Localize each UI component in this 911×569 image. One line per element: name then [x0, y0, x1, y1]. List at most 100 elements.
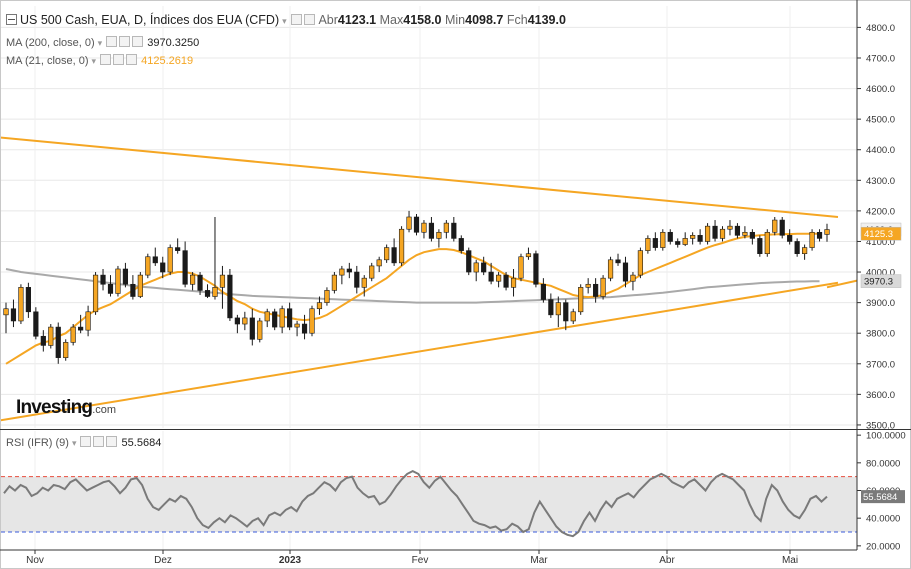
- candle: [301, 314, 308, 340]
- chevron-down-icon[interactable]: ▾: [91, 56, 97, 66]
- candle: [667, 229, 673, 245]
- rsi-band: [1, 476, 857, 533]
- candle-body: [809, 231, 815, 248]
- candle: [607, 256, 614, 282]
- visibility-icon[interactable]: [119, 36, 131, 47]
- collapse-icon[interactable]: [6, 14, 17, 25]
- candle-body: [10, 308, 17, 322]
- ma21-value: 4125.2619: [141, 55, 194, 67]
- settings-icon[interactable]: [106, 36, 118, 47]
- candle: [727, 220, 733, 236]
- candle-body: [436, 231, 442, 239]
- rsi-y-tick-label: 80.0000: [866, 458, 900, 469]
- candle-body: [600, 277, 606, 297]
- candle-body: [772, 219, 778, 233]
- y-tick-label: 4300.0: [866, 176, 895, 187]
- candle-body: [712, 225, 718, 239]
- candle-body: [18, 287, 24, 322]
- price-tag: 3970.3: [860, 274, 902, 288]
- candle: [369, 262, 375, 282]
- visibility-icon[interactable]: [303, 14, 315, 25]
- candle-body: [361, 277, 367, 288]
- x-tick-label: Fev: [412, 555, 429, 566]
- settings-icon[interactable]: [80, 436, 92, 447]
- main-grid: [1, 6, 857, 428]
- candle-body: [160, 262, 166, 273]
- candle-body: [167, 247, 173, 273]
- close-icon[interactable]: [126, 54, 138, 65]
- min-label: Min: [444, 13, 466, 27]
- candle-body: [667, 231, 673, 242]
- candle-body: [294, 323, 300, 328]
- rsi-last-tag-box: [861, 490, 905, 504]
- y-tick-label: 4500.0: [866, 115, 895, 126]
- price-tag: 4125.3: [860, 226, 902, 241]
- candle: [458, 235, 464, 254]
- candle: [742, 226, 748, 239]
- x-tick-label: Abr: [659, 555, 675, 566]
- candle: [563, 299, 569, 331]
- trendline-extension: [826, 279, 858, 289]
- close-icon[interactable]: [106, 436, 118, 447]
- candle: [451, 217, 457, 242]
- candle-body: [630, 274, 636, 282]
- main-legend: US 500 Cash, EUA, D, Índices dos EUA (CF…: [6, 13, 566, 27]
- investing-logo: Investing.com: [16, 397, 116, 419]
- candle-body: [212, 287, 218, 297]
- close-icon[interactable]: [132, 36, 144, 47]
- candle: [645, 235, 651, 254]
- candle-body: [510, 277, 517, 288]
- candle-body: [130, 283, 136, 297]
- candle-body: [525, 253, 532, 258]
- candle-body: [682, 238, 688, 245]
- candle: [734, 223, 741, 239]
- visibility-icon[interactable]: [113, 54, 125, 65]
- candle-body: [63, 342, 69, 358]
- candle: [130, 275, 136, 300]
- candle: [816, 229, 823, 242]
- settings-icon[interactable]: [290, 14, 302, 25]
- rsi-legend: RSI (IFR) (9) ▾ 55.5684: [6, 436, 161, 449]
- candle-body: [503, 274, 509, 288]
- candle-body: [428, 222, 435, 239]
- candle-body: [100, 274, 106, 285]
- candle: [466, 247, 472, 276]
- candle: [593, 278, 599, 303]
- candle: [55, 322, 61, 364]
- candle: [197, 272, 203, 295]
- candle: [63, 339, 69, 361]
- candle-body: [816, 231, 823, 239]
- chevron-down-icon[interactable]: ▾: [97, 38, 103, 48]
- settings-icon[interactable]: [100, 54, 112, 65]
- candle: [189, 272, 196, 291]
- candle: [719, 226, 726, 242]
- rsi-grid: [1, 431, 857, 550]
- candle: [107, 275, 114, 297]
- candle: [540, 278, 546, 303]
- candle-body: [585, 283, 591, 288]
- candle-body: [652, 238, 658, 248]
- visibility-icon[interactable]: [93, 436, 105, 447]
- candle-body: [272, 311, 278, 328]
- y-tick-label: 4800.0: [866, 23, 895, 34]
- candle: [257, 317, 263, 343]
- candle-body: [152, 256, 158, 264]
- candle-body: [369, 265, 375, 279]
- candle: [525, 247, 532, 260]
- chevron-down-icon[interactable]: ▾: [71, 438, 77, 448]
- candle-body: [70, 326, 76, 343]
- candle-body: [55, 326, 61, 358]
- candle-body: [413, 216, 420, 233]
- candle-body: [496, 274, 502, 282]
- y-tick-label: 4600.0: [866, 84, 895, 95]
- rsi-last-tag: 55.5684: [861, 490, 905, 504]
- rsi-y-tick-label: 100.0000: [866, 431, 906, 442]
- candle-body: [78, 326, 84, 331]
- chevron-down-icon[interactable]: ▾: [282, 16, 287, 26]
- candle: [137, 272, 143, 299]
- candle: [697, 229, 703, 245]
- ma200-label: MA (200, close, 0): [6, 37, 95, 49]
- candle: [764, 229, 770, 257]
- candle-body: [466, 250, 472, 273]
- ma200-path: [5, 268, 820, 304]
